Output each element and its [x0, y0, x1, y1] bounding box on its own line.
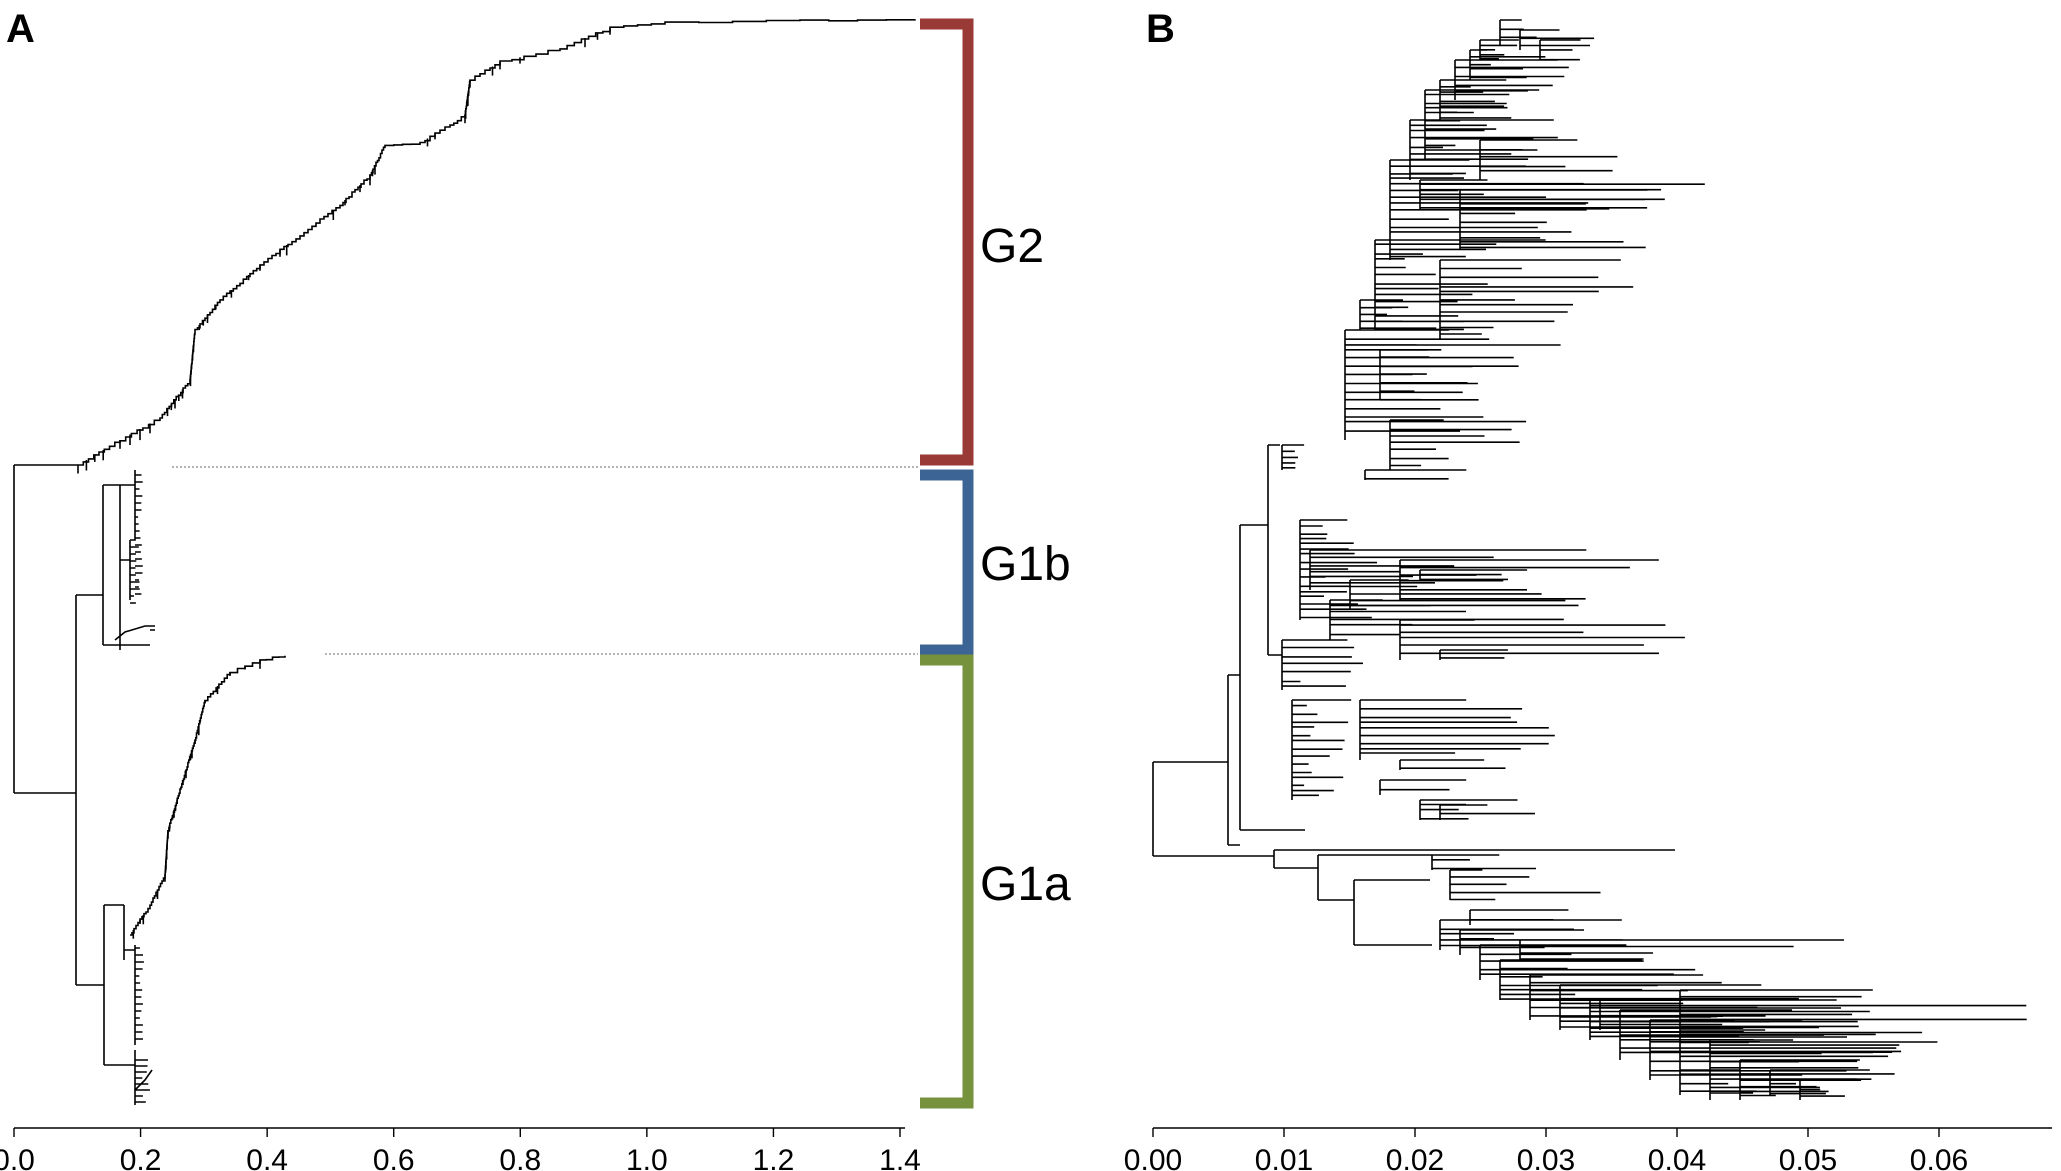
- axis-a-tick-label: 0.8: [499, 1144, 541, 1171]
- axis-b-tick-label: 0.03: [1517, 1144, 1575, 1171]
- panel-a: A G2: [0, 7, 1071, 1171]
- panel-b: B 0.00 0.01 0.02 0.03 0.04 0.05 0.06: [1124, 7, 2052, 1171]
- axis-a-tick-label: 1.2: [753, 1144, 795, 1171]
- clade-label-g1b: G1b: [980, 538, 1071, 591]
- panel-b-x-axis: 0.00 0.01 0.02 0.03 0.04 0.05 0.06: [1124, 1127, 2052, 1171]
- axis-b-tick-label: 0.06: [1910, 1144, 1968, 1171]
- panel-b-tree: [1152, 19, 2027, 1100]
- axis-a-tick-label: 0.0: [0, 1144, 35, 1171]
- axis-b-tick-label: 0.02: [1386, 1144, 1444, 1171]
- axis-a-tick-label: 0.4: [246, 1144, 288, 1171]
- panel-a-letter: A: [6, 7, 35, 51]
- panel-a-x-axis: 0.0 0.2 0.4 0.6 0.8 1.0 1.2 1.4: [0, 1127, 921, 1171]
- panel-a-backbone: [13, 464, 130, 1066]
- clade-label-g2: G2: [980, 220, 1044, 273]
- panel-a-g2-subtree: [77, 19, 916, 474]
- clade-label-g1a: G1a: [980, 858, 1071, 911]
- panel-a-g1a-subtree: [130, 655, 286, 939]
- panel-a-g1b-subtree: [114, 470, 155, 1105]
- clade-bracket-g2: G2: [920, 18, 1044, 466]
- clade-bracket-g1b: G1b: [920, 469, 1071, 656]
- axis-b-tick-label: 0.01: [1255, 1144, 1313, 1171]
- axis-b-tick-label: 0.05: [1779, 1144, 1837, 1171]
- axis-a-tick-label: 0.6: [373, 1144, 415, 1171]
- panel-b-letter: B: [1146, 7, 1175, 51]
- axis-a-tick-label: 0.2: [120, 1144, 162, 1171]
- clade-bracket-g1a: G1a: [920, 654, 1071, 1109]
- axis-a-tick-label: 1.0: [626, 1144, 668, 1171]
- axis-b-tick-label: 0.04: [1648, 1144, 1706, 1171]
- axis-b-tick-label: 0.00: [1124, 1144, 1182, 1171]
- axis-a-tick-label: 1.4: [879, 1144, 921, 1171]
